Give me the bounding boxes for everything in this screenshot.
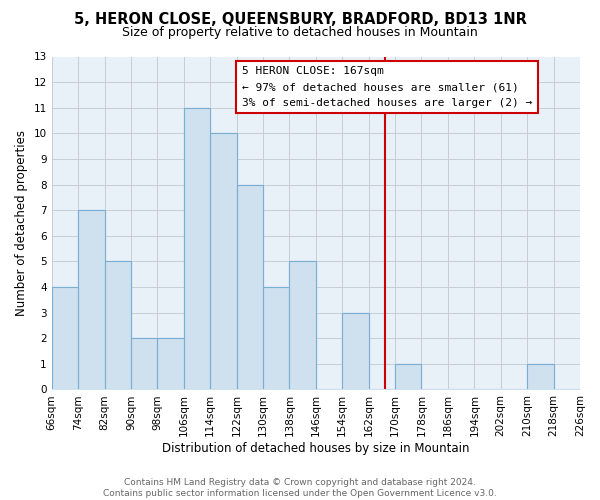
Text: 5 HERON CLOSE: 167sqm
← 97% of detached houses are smaller (61)
3% of semi-detac: 5 HERON CLOSE: 167sqm ← 97% of detached … <box>242 66 532 108</box>
X-axis label: Distribution of detached houses by size in Mountain: Distribution of detached houses by size … <box>162 442 470 455</box>
Text: Contains HM Land Registry data © Crown copyright and database right 2024.
Contai: Contains HM Land Registry data © Crown c… <box>103 478 497 498</box>
Text: Size of property relative to detached houses in Mountain: Size of property relative to detached ho… <box>122 26 478 39</box>
Y-axis label: Number of detached properties: Number of detached properties <box>15 130 28 316</box>
Text: 5, HERON CLOSE, QUEENSBURY, BRADFORD, BD13 1NR: 5, HERON CLOSE, QUEENSBURY, BRADFORD, BD… <box>74 12 526 28</box>
